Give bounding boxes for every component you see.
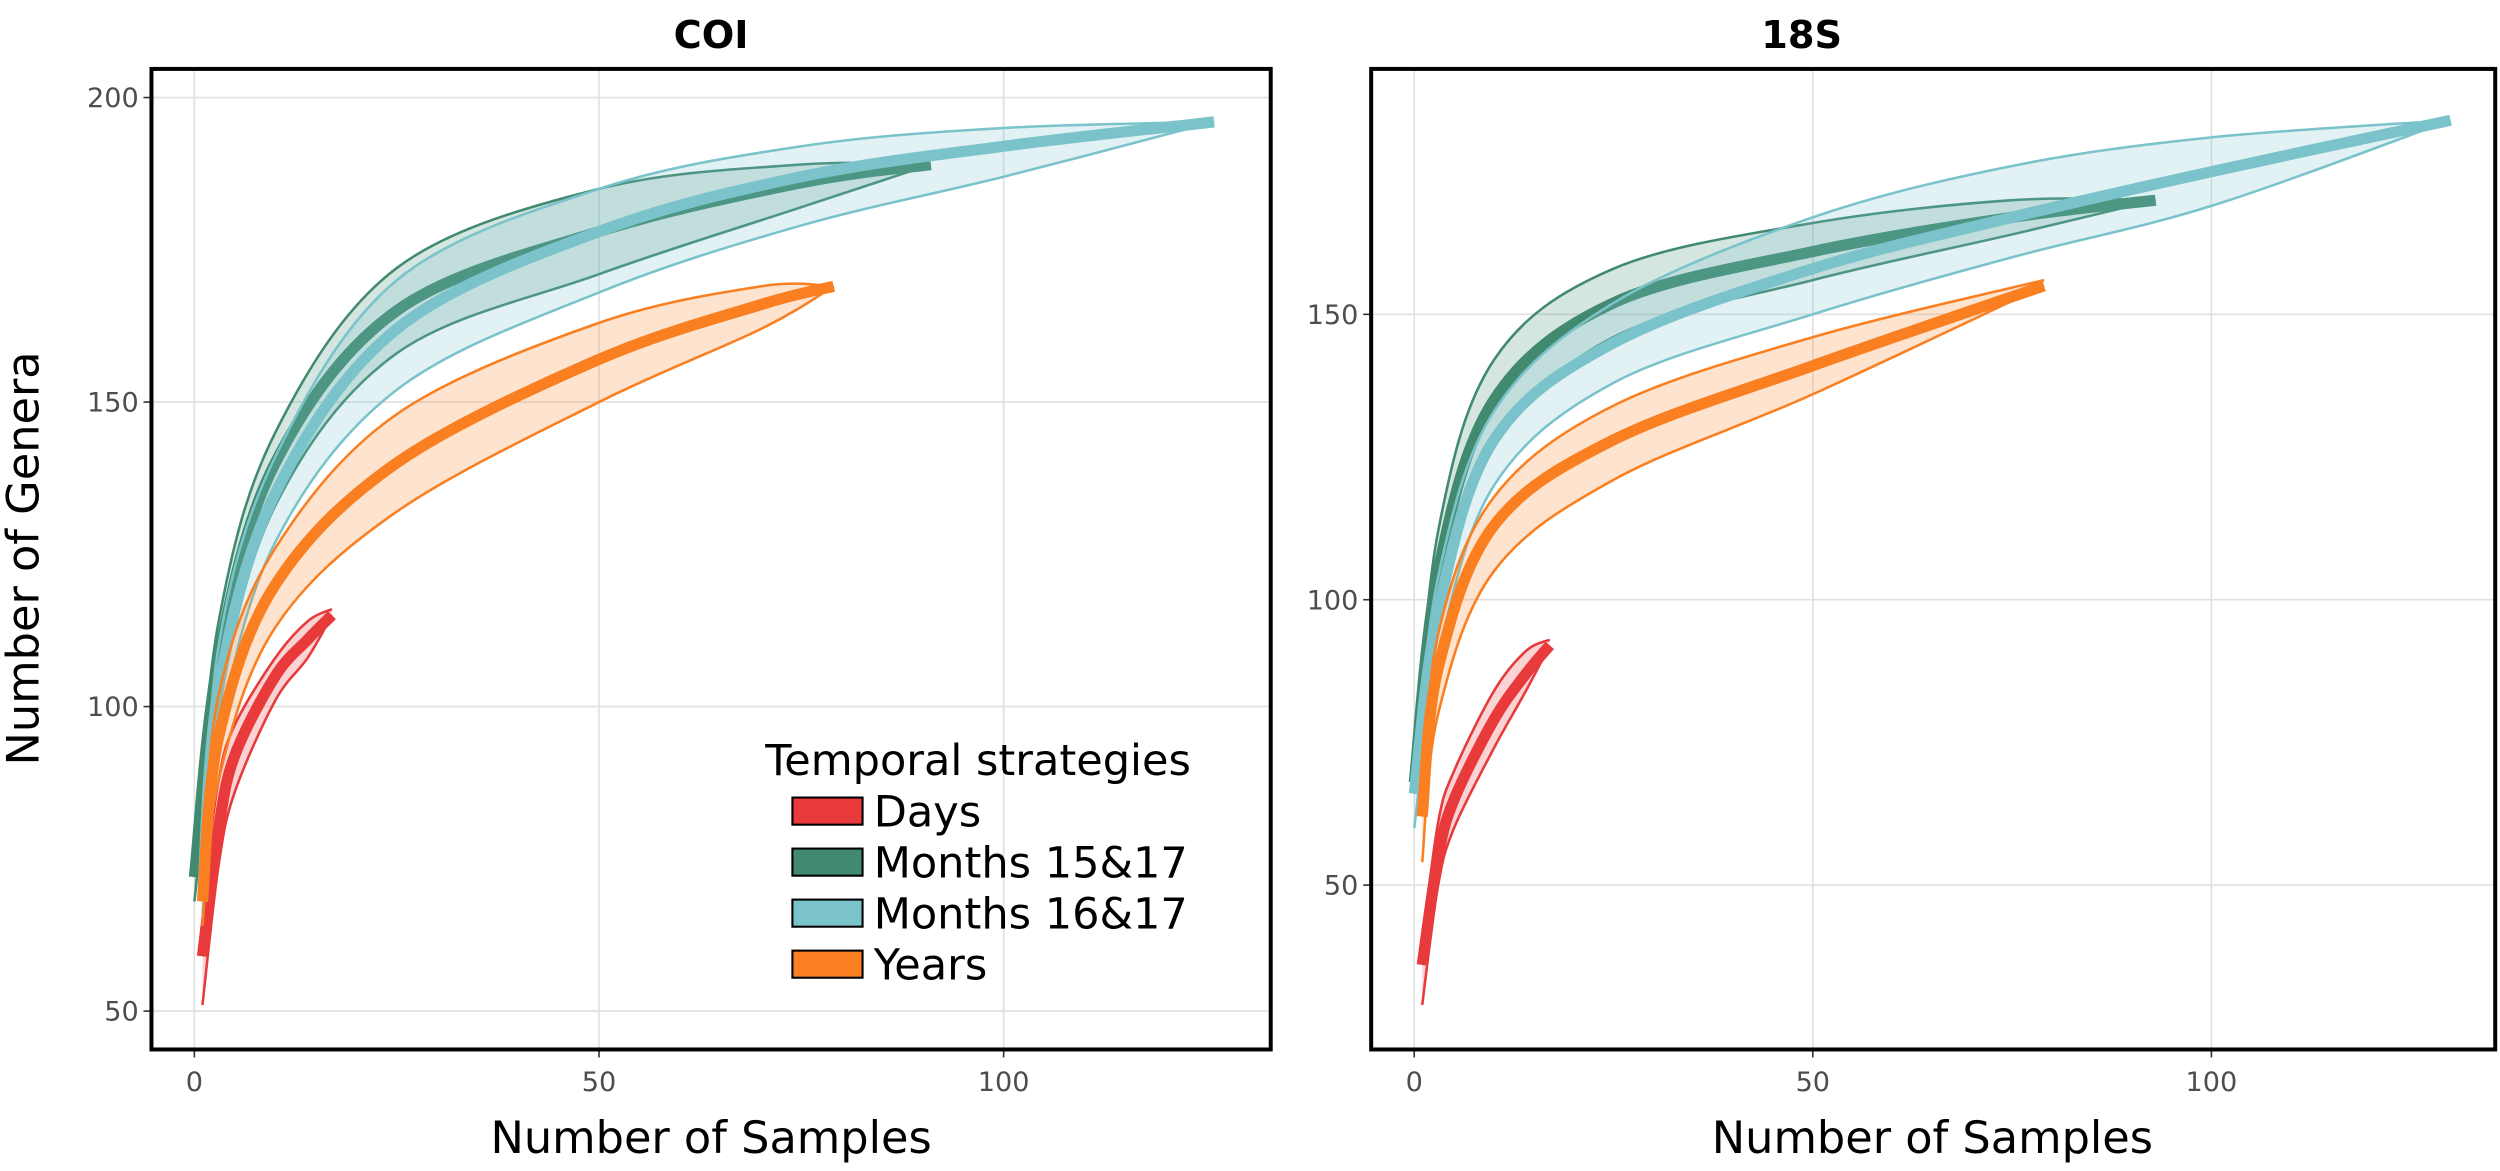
legend-label: Months 16&17 (874, 889, 1188, 939)
ci-lower-years (1420, 284, 2045, 863)
mean-line-years (196, 280, 836, 903)
mean-line-months-15-17 (188, 159, 932, 878)
panel-18s: 18S Number of Samples 0 50 100 50 100 150 (1307, 13, 2498, 1164)
ci-lower-years (201, 285, 835, 926)
ci-upper-months-15-17 (193, 161, 931, 866)
mean-line-days (1416, 641, 1555, 966)
ci-band-months-16-17 (1414, 120, 2451, 829)
legend-label: Years (873, 940, 988, 990)
ci-upper-years (1420, 278, 2045, 806)
ci-band-years (202, 283, 834, 926)
y-tick-label: 150 (1307, 300, 1359, 331)
panel-title: COI (674, 13, 749, 58)
y-axis-title: Number of Genera (0, 351, 49, 765)
x-tick-label: 100 (2186, 1067, 2238, 1098)
mean-line-days (196, 611, 336, 957)
legend-label: Days (874, 787, 981, 837)
legend-key (791, 796, 864, 826)
x-tick-label: 50 (582, 1067, 616, 1098)
legend-label: Months 15&17 (874, 838, 1188, 888)
ci-band-months-16-17 (202, 121, 1215, 914)
x-tick-label: 0 (186, 1067, 203, 1098)
mean-line-months-16-17 (1408, 114, 2452, 795)
ci-upper-months-16-17 (201, 120, 1215, 890)
y-tick-label: 50 (104, 997, 138, 1028)
ci-upper-months-16-17 (1412, 119, 2451, 783)
ci-upper-months-15-17 (1412, 197, 2156, 772)
series-layer (1408, 114, 2452, 1006)
legend-key (791, 847, 864, 877)
series-layer (188, 116, 1215, 1006)
mean-line-years (1416, 280, 2046, 818)
mean-line-months-16-17 (196, 116, 1215, 902)
y-tick-label: 100 (1307, 585, 1359, 616)
x-tick-label: 100 (978, 1067, 1030, 1098)
x-axis-title: Number of Samples (1712, 1112, 2153, 1164)
x-tick-label: 0 (1406, 1067, 1423, 1098)
y-tick-label: 50 (1324, 871, 1358, 902)
y-tick-label: 150 (87, 388, 139, 419)
panel-border (1369, 66, 2498, 1052)
ci-upper-years (201, 282, 834, 878)
y-tick-label: 200 (87, 83, 139, 114)
legend-key (791, 949, 864, 979)
x-tick-label: 50 (1796, 1067, 1830, 1098)
y-tick-label: 100 (87, 692, 139, 723)
panel-title: 18S (1761, 13, 1842, 58)
x-axis-title: Number of Samples (490, 1112, 931, 1164)
panel-border (149, 66, 1273, 1052)
panel-coi: COI Number of Samples Number of Genera 0… (0, 13, 1273, 1164)
legend-title: Temporal strategies (764, 736, 1191, 786)
legend-key (791, 898, 864, 928)
